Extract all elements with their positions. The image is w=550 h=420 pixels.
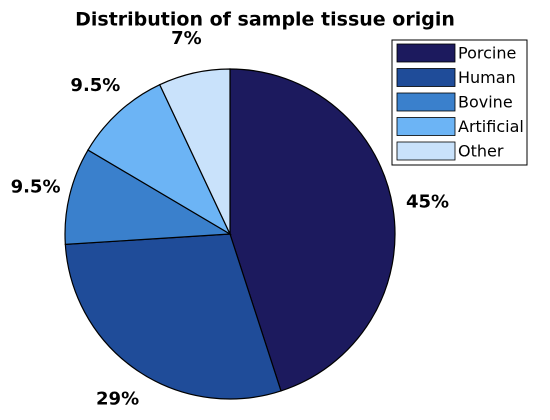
pie-slice	[64, 149, 232, 245]
chart-title: Distribution of sample tissue origin	[75, 9, 455, 31]
legend-label: Bovine	[458, 93, 513, 112]
legend-swatch	[396, 92, 456, 112]
legend-swatch	[396, 43, 456, 63]
value-label: 9.5%	[70, 75, 120, 96]
value-label: 9.5%	[11, 176, 61, 197]
legend-label: Porcine	[458, 44, 516, 63]
value-label: 29%	[96, 388, 139, 409]
pie-slice	[87, 83, 232, 236]
value-label: 45%	[406, 192, 449, 213]
legend-label: Other	[458, 142, 504, 161]
pie-slice	[64, 233, 282, 400]
legend-swatch	[396, 141, 456, 161]
legend-label: Human	[458, 68, 516, 87]
legend-swatch	[396, 117, 456, 136]
pie-slice	[158, 68, 231, 235]
value-label: 7%	[171, 28, 202, 49]
legend-swatch	[396, 68, 456, 87]
pie-slice	[229, 68, 396, 392]
legend-label: Artificial	[458, 117, 524, 136]
